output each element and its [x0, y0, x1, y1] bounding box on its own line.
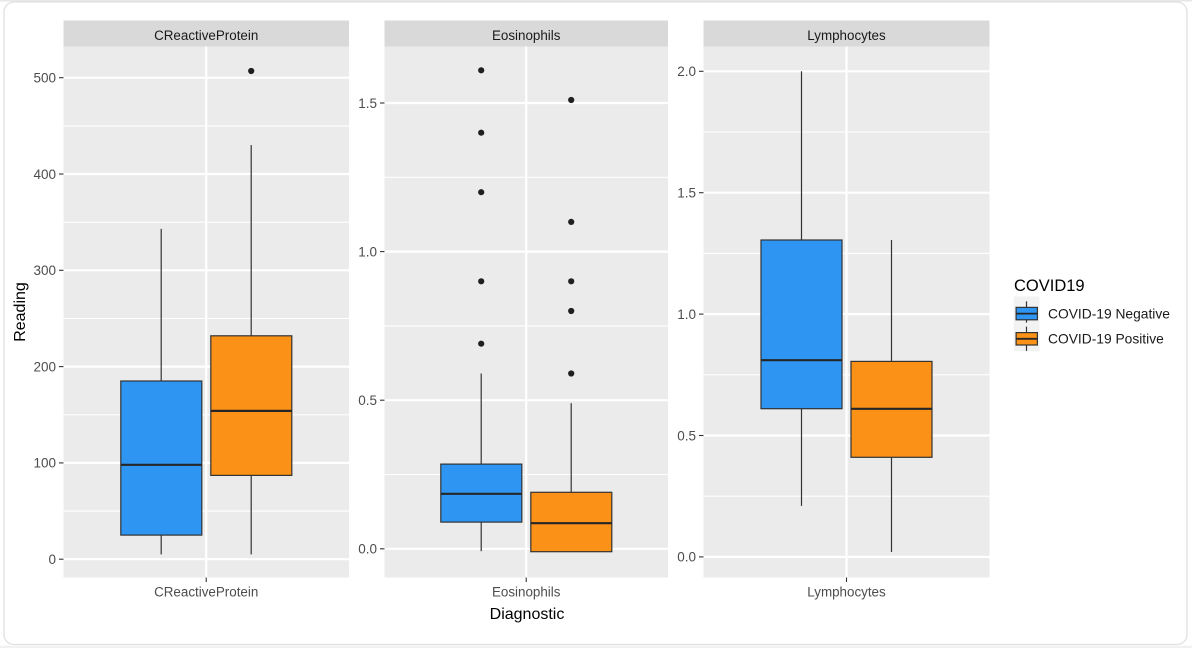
svg-text:0.0: 0.0	[677, 550, 696, 565]
svg-text:0.0: 0.0	[358, 542, 377, 557]
svg-text:CReactiveProtein: CReactiveProtein	[154, 585, 258, 600]
svg-text:1.0: 1.0	[358, 244, 377, 259]
svg-text:2.0: 2.0	[677, 64, 696, 79]
svg-text:1.5: 1.5	[677, 186, 696, 201]
svg-text:0.5: 0.5	[358, 393, 377, 408]
svg-text:1.0: 1.0	[677, 307, 696, 322]
svg-text:0.5: 0.5	[677, 428, 696, 443]
svg-text:Diagnostic: Diagnostic	[490, 606, 565, 623]
svg-text:CReactiveProtein: CReactiveProtein	[154, 28, 258, 43]
svg-text:Eosinophils: Eosinophils	[492, 585, 561, 600]
svg-text:Reading: Reading	[12, 282, 29, 342]
svg-text:COVID-19 Negative: COVID-19 Negative	[1048, 306, 1170, 321]
svg-text:COVID-19 Positive: COVID-19 Positive	[1048, 331, 1164, 346]
svg-text:1.5: 1.5	[358, 96, 377, 111]
svg-text:COVID19: COVID19	[1014, 277, 1085, 295]
svg-text:200: 200	[33, 359, 56, 374]
svg-text:500: 500	[33, 71, 56, 86]
svg-text:100: 100	[33, 456, 56, 471]
svg-text:400: 400	[33, 167, 56, 182]
svg-text:300: 300	[33, 263, 56, 278]
svg-text:Lymphocytes: Lymphocytes	[807, 585, 886, 600]
svg-text:Lymphocytes: Lymphocytes	[807, 28, 886, 43]
svg-text:0: 0	[48, 552, 56, 567]
svg-text:Eosinophils: Eosinophils	[492, 28, 561, 43]
